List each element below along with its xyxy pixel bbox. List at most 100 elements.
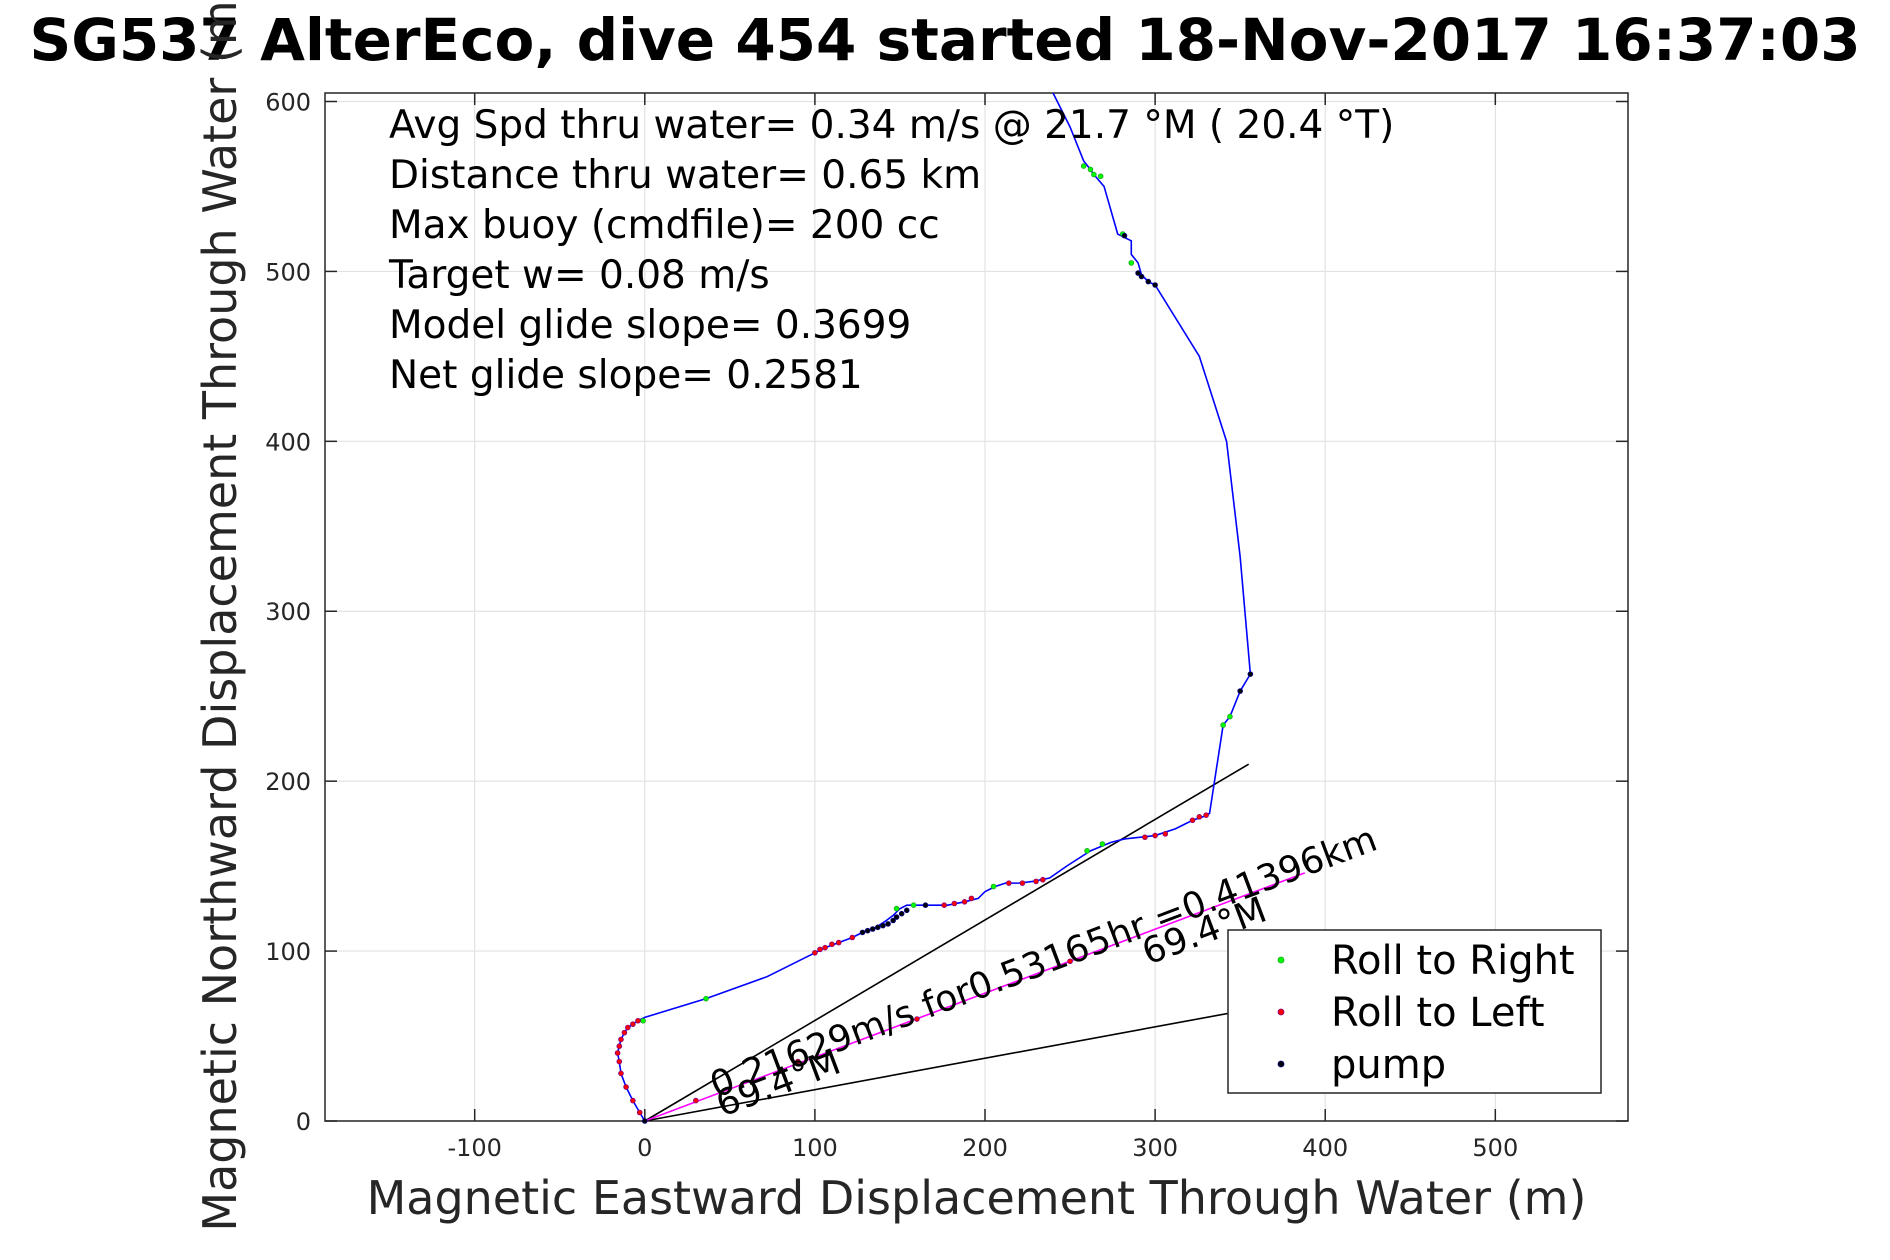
info-avg-speed: Avg Spd thru water= 0.34 m/s @ 21.7 °M (… <box>389 103 1394 148</box>
marker-roll-to-left <box>941 902 947 909</box>
info-target-w: Target w= 0.08 m/s <box>388 253 770 298</box>
marker-roll-to-left <box>1152 832 1158 839</box>
marker-roll-to-right <box>1128 260 1135 266</box>
legend-label-pump: pump <box>1331 1042 1446 1088</box>
info-distance: Distance thru water= 0.65 km <box>389 153 981 198</box>
axis-ticks: -100 0 100 200 300 400 500 0 100 200 300 400 500 600 <box>265 88 1628 1162</box>
marker-roll-to-left <box>951 900 958 907</box>
current-line <box>644 872 1306 1122</box>
legend-marker-roll-to-left <box>1277 1008 1285 1016</box>
marker-roll-to-left <box>1162 831 1169 837</box>
marker-pump <box>1247 671 1254 677</box>
marker-roll-to-right <box>1099 841 1106 847</box>
y-tick-label: 200 <box>265 768 311 796</box>
marker-roll-to-left <box>968 895 975 902</box>
x-tick-label: 300 <box>1132 1134 1178 1162</box>
x-tick-label: 500 <box>1472 1134 1518 1162</box>
marker-pump <box>880 922 886 929</box>
marker-roll-to-left <box>914 1016 920 1022</box>
marker-roll-to-left <box>616 1058 623 1065</box>
marker-roll-to-right <box>703 995 709 1002</box>
marker-roll-to-right <box>1084 848 1090 854</box>
info-max-buoy: Max buoy (cmdfile)= 200 cc <box>389 203 940 248</box>
marker-roll-to-left <box>1040 876 1046 883</box>
marker-roll-to-left <box>636 1109 643 1116</box>
marker-roll-to-left <box>795 1058 801 1065</box>
chart-title: SG537 AlterEco, dive 454 started 18-Nov-… <box>29 6 1860 74</box>
marker-roll-to-left <box>1196 814 1203 820</box>
marker-pump <box>875 924 881 931</box>
marker-pump <box>869 926 876 932</box>
y-axis-label: Magnetic Northward Displacement Through … <box>193 0 247 1232</box>
legend-marker-roll-to-right <box>1277 956 1285 964</box>
data-markers <box>614 163 1254 1124</box>
y-tick-label: 600 <box>265 88 311 116</box>
marker-pump <box>1152 282 1158 288</box>
marker-pump <box>1121 232 1128 239</box>
marker-roll-to-left <box>835 939 842 946</box>
marker-roll-to-left <box>618 1036 624 1043</box>
marker-roll-to-left <box>1189 817 1196 824</box>
marker-roll-to-left <box>616 1043 623 1050</box>
marker-roll-to-left <box>1019 880 1026 886</box>
marker-roll-to-right <box>910 902 917 909</box>
marker-roll-to-right <box>1080 163 1087 169</box>
marker-roll-to-right <box>990 883 997 890</box>
marker-pump <box>1145 278 1152 285</box>
y-tick-label: 300 <box>265 598 311 626</box>
marker-roll-to-right <box>1087 166 1094 173</box>
legend: Roll to Right Roll to Left pump <box>1227 929 1602 1094</box>
marker-roll-to-right <box>1091 171 1097 178</box>
marker-roll-to-left <box>812 949 818 956</box>
marker-pump <box>885 921 891 927</box>
plot-area <box>324 92 1629 1122</box>
net-glide-slope-line <box>644 1009 1244 1122</box>
marker-roll-to-left <box>1142 834 1148 841</box>
legend-marker-pump <box>1277 1060 1285 1068</box>
marker-roll-to-left <box>618 1070 624 1077</box>
marker-pump <box>898 910 905 917</box>
marker-roll-to-left <box>630 1021 636 1027</box>
x-tick-label: 400 <box>1302 1134 1348 1162</box>
x-tick-label: 200 <box>962 1134 1008 1162</box>
legend-box <box>1227 929 1602 1094</box>
marker-pump <box>922 902 929 909</box>
marker-roll-to-left <box>1067 958 1073 965</box>
marker-roll-to-right <box>640 1017 646 1024</box>
marker-pump <box>1135 270 1141 276</box>
marker-roll-to-left <box>817 946 823 953</box>
y-tick-label: 0 <box>296 1108 311 1136</box>
marker-roll-to-left <box>961 899 968 905</box>
marker-roll-to-right <box>1227 713 1233 720</box>
marker-roll-to-left <box>623 1084 629 1090</box>
marker-roll-to-right <box>1097 173 1104 180</box>
marker-roll-to-left <box>829 941 835 948</box>
marker-roll-to-left <box>822 944 828 951</box>
marker-roll-to-left <box>630 1097 636 1104</box>
marker-roll-to-left <box>1033 878 1039 885</box>
marker-roll-to-left <box>849 934 856 941</box>
marker-roll-to-left <box>1203 812 1209 818</box>
legend-label-roll-right: Roll to Right <box>1331 938 1575 984</box>
x-tick-label: 0 <box>637 1134 652 1162</box>
y-tick-label: 400 <box>265 428 311 456</box>
dive-info-block: Avg Spd thru water= 0.34 m/s @ 21.7 °M (… <box>388 103 1394 398</box>
marker-roll-to-left <box>624 1024 631 1031</box>
marker-roll-to-left <box>1006 880 1012 886</box>
marker-roll-to-right <box>1220 722 1226 728</box>
model-glide-slope-line <box>644 763 1250 1122</box>
y-tick-label: 500 <box>265 258 311 286</box>
marker-roll-to-left <box>614 1050 621 1056</box>
marker-roll-to-right <box>893 905 900 912</box>
info-model-glide-slope: Model glide slope= 0.3699 <box>389 303 911 348</box>
y-tick-label: 100 <box>265 938 311 966</box>
marker-pump <box>859 929 866 936</box>
marker-pump <box>893 914 900 920</box>
marker-roll-to-left <box>635 1017 641 1024</box>
marker-pump <box>903 907 910 914</box>
marker-roll-to-left <box>621 1029 628 1036</box>
marker-pump <box>1138 273 1145 280</box>
marker-pump <box>864 927 871 934</box>
x-axis-label: Magnetic Eastward Displacement Through W… <box>367 1171 1587 1225</box>
